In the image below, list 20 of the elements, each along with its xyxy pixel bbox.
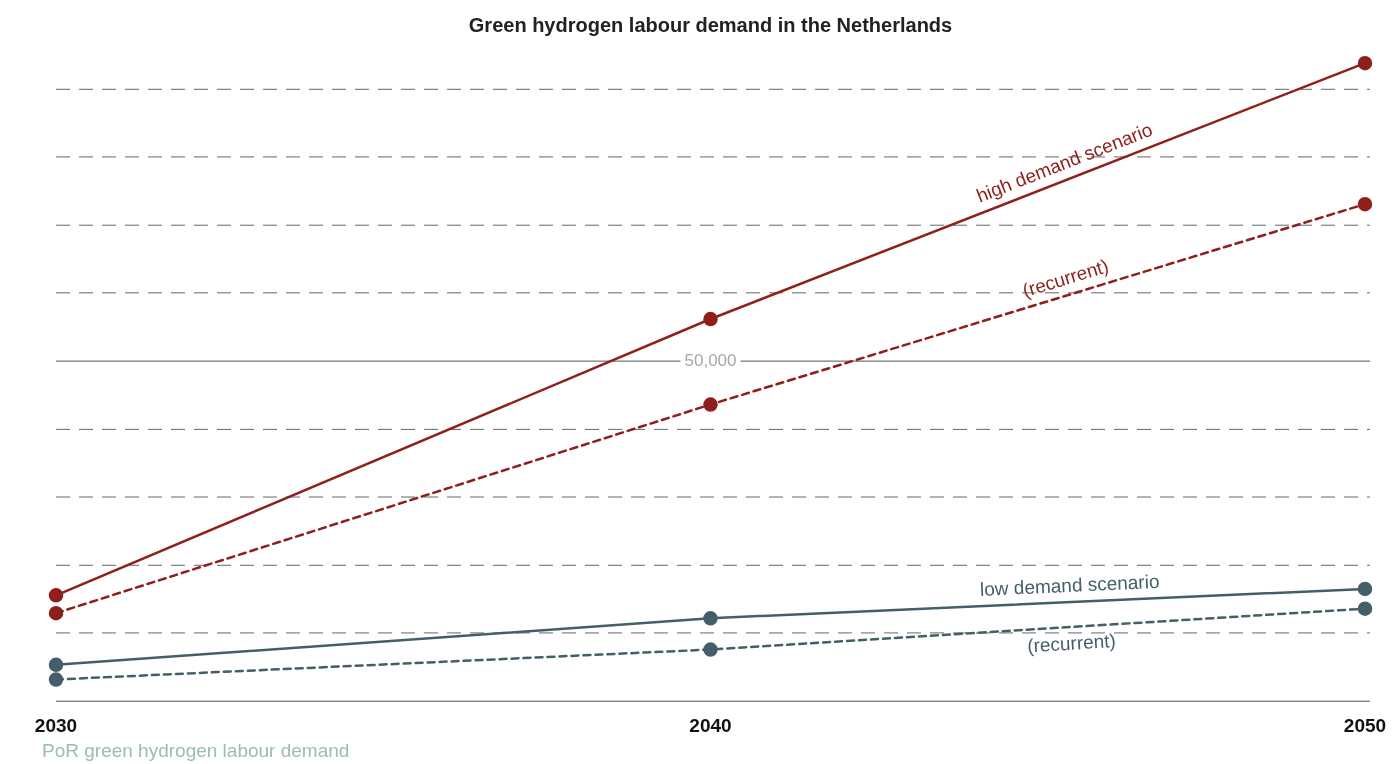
point (703, 611, 718, 626)
x-tick-label: 2050 (1343, 714, 1387, 736)
point (703, 397, 718, 412)
text: PoR green hydrogen labour demand (42, 740, 350, 762)
series-label: low demand scenario (979, 570, 1160, 600)
point (48, 672, 64, 687)
point (48, 605, 64, 621)
annotation: 50,000 (684, 350, 737, 370)
x-tick-label: 2030 (34, 714, 78, 736)
x-tick-label: 2040 (689, 714, 732, 736)
point (48, 588, 64, 603)
point (703, 311, 718, 327)
series-label: (recurrent) (1026, 630, 1117, 657)
point (48, 657, 64, 673)
point (703, 642, 718, 657)
chart-title: Green hydrogen labour demand in the Netherlands (468, 13, 953, 36)
point (1357, 55, 1373, 71)
point (1357, 601, 1373, 616)
point (1357, 581, 1373, 597)
point (1357, 196, 1373, 212)
